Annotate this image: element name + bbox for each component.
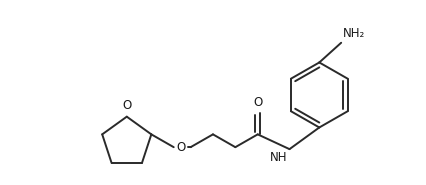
Text: O: O <box>253 96 262 109</box>
Text: O: O <box>176 141 185 154</box>
Text: NH₂: NH₂ <box>343 27 365 40</box>
Text: NH: NH <box>269 151 287 164</box>
Text: O: O <box>122 99 131 112</box>
